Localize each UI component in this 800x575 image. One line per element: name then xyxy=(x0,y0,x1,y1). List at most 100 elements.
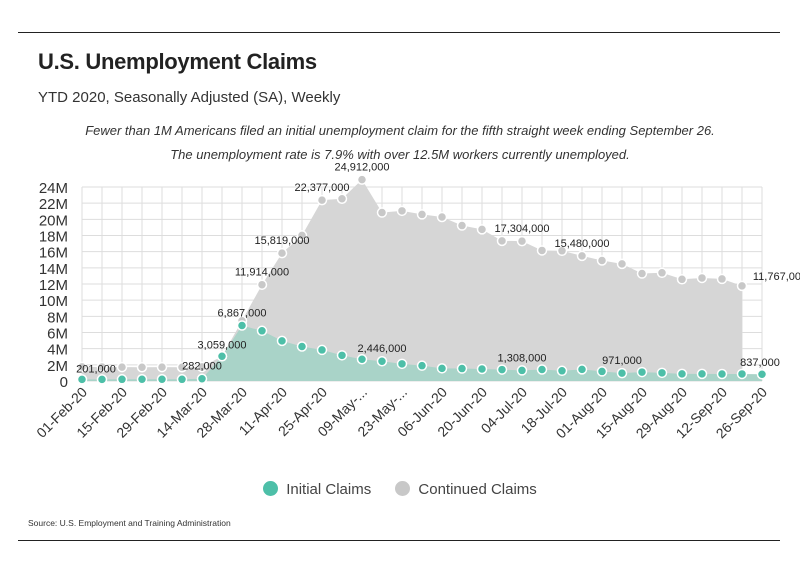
initial-claims-point xyxy=(596,366,608,377)
continued-claims-point xyxy=(196,361,208,373)
initial-claims-label: 2,446,000 xyxy=(358,343,407,355)
initial-claims-point xyxy=(336,350,348,361)
continued-claims-point xyxy=(676,274,688,285)
continued-claims-point xyxy=(496,235,508,247)
continued-claims-point xyxy=(376,207,388,218)
y-tick-label: 8M xyxy=(47,309,68,326)
legend-swatch-initial xyxy=(263,481,279,496)
legend-label-continued: Continued Claims xyxy=(418,481,537,498)
initial-claims-label: 971,000 xyxy=(602,355,642,367)
annotation-line-1: Fewer than 1M Americans filed an initial… xyxy=(85,123,715,138)
continued-claims-point xyxy=(616,258,628,270)
continued-claims-point xyxy=(636,268,648,279)
chart-title: U.S. Unemployment Claims xyxy=(38,49,317,74)
initial-claims-point xyxy=(616,367,628,379)
initial-claims-point xyxy=(116,374,128,385)
legend-item-initial[interactable]: Initial Claims xyxy=(263,481,371,498)
initial-claims-point xyxy=(196,373,208,384)
continued-claims-point xyxy=(416,209,428,220)
continued-claims-label: 24,912,000 xyxy=(334,162,389,174)
continued-claims-label: 15,819,000 xyxy=(254,235,309,247)
continued-claims-label: 11,914,000 xyxy=(235,267,289,279)
continued-claims-label: 15,480,000 xyxy=(554,238,609,250)
initial-claims-point xyxy=(436,363,448,374)
continued-claims-label: 17,304,000 xyxy=(494,223,549,235)
areas xyxy=(82,179,762,381)
continued-claims-label: 22,377,000 xyxy=(294,182,349,194)
initial-claims-point xyxy=(216,351,228,362)
continued-claims-point xyxy=(656,267,668,279)
initial-claims-point xyxy=(576,364,588,375)
continued-claims-point xyxy=(136,362,148,373)
initial-claims-point xyxy=(496,364,508,375)
y-tick-label: 0 xyxy=(60,374,68,391)
initial-claims-point xyxy=(536,364,548,375)
initial-claims-point xyxy=(176,374,188,385)
initial-claims-point xyxy=(236,320,248,331)
y-tick-label: 6M xyxy=(47,326,68,343)
initial-claims-point xyxy=(396,358,408,370)
continued-claims-point xyxy=(156,361,168,373)
initial-claims-point xyxy=(276,335,288,347)
top-rule xyxy=(18,32,780,33)
initial-claims-point xyxy=(656,367,668,379)
initial-claims-point xyxy=(316,344,328,356)
continued-claims-area xyxy=(82,179,742,381)
continued-claims-point xyxy=(176,362,188,373)
continued-claims-point xyxy=(536,245,548,256)
continued-claims-label: 11,767,000 xyxy=(753,271,800,283)
initial-claims-point xyxy=(736,368,748,380)
y-tick-label: 24M xyxy=(39,180,68,197)
bottom-rule xyxy=(18,540,780,541)
source-note: Source: U.S. Employment and Training Adm… xyxy=(28,518,231,528)
initial-claims-point xyxy=(716,368,728,380)
initial-claims-area xyxy=(82,325,762,381)
continued-claims-point xyxy=(576,250,588,262)
legend-item-continued[interactable]: Continued Claims xyxy=(395,481,537,498)
initial-claims-point xyxy=(156,374,168,385)
initial-claims-label: 1,308,000 xyxy=(498,352,547,364)
initial-claims-point xyxy=(636,366,648,378)
y-tick-label: 20M xyxy=(39,212,68,229)
initial-claims-point xyxy=(136,374,148,385)
initial-claims-point xyxy=(476,363,488,375)
continued-claims-point xyxy=(396,205,408,217)
y-tick-label: 10M xyxy=(39,293,68,310)
continued-claims-point xyxy=(556,245,568,257)
continued-claims-point xyxy=(476,224,488,235)
continued-claims-point xyxy=(456,220,468,231)
y-tick-label: 18M xyxy=(39,229,68,246)
initial-claims-point xyxy=(456,363,468,374)
continued-claims-point xyxy=(96,361,108,373)
initial-claims-point xyxy=(696,368,708,380)
legend: Initial Claims Continued Claims xyxy=(0,481,800,498)
continued-claims-point xyxy=(696,272,708,284)
continued-claims-point xyxy=(296,230,308,241)
continued-claims-point xyxy=(76,361,88,373)
initial-claims-point xyxy=(96,374,108,385)
y-tick-label: 14M xyxy=(39,261,68,278)
initial-claims-label: 6,867,000 xyxy=(218,307,267,319)
initial-claims-point xyxy=(756,368,768,380)
continued-claims-point xyxy=(596,255,608,266)
continued-claims-point xyxy=(716,273,728,285)
initial-claims-point xyxy=(676,368,688,380)
legend-swatch-continued xyxy=(395,481,411,496)
initial-claims-point xyxy=(256,325,268,337)
chart-subtitle: YTD 2020, Seasonally Adjusted (SA), Week… xyxy=(38,89,341,106)
continued-claims-point xyxy=(436,211,448,223)
continued-claims-point xyxy=(516,235,528,247)
initial-claims-point xyxy=(516,365,528,376)
data-points xyxy=(76,174,768,385)
annotation-line-2: The unemployment rate is 7.9% with over … xyxy=(170,147,630,162)
y-tick-label: 16M xyxy=(39,245,68,262)
initial-claims-point xyxy=(376,355,388,367)
initial-claims-point xyxy=(76,374,88,385)
initial-claims-point xyxy=(556,365,568,377)
continued-claims-point xyxy=(736,280,748,292)
continued-claims-point xyxy=(316,194,328,206)
initial-claims-label: 837,000 xyxy=(740,357,780,369)
continued-claims-point xyxy=(256,279,268,290)
y-tick-label: 22M xyxy=(39,196,68,213)
